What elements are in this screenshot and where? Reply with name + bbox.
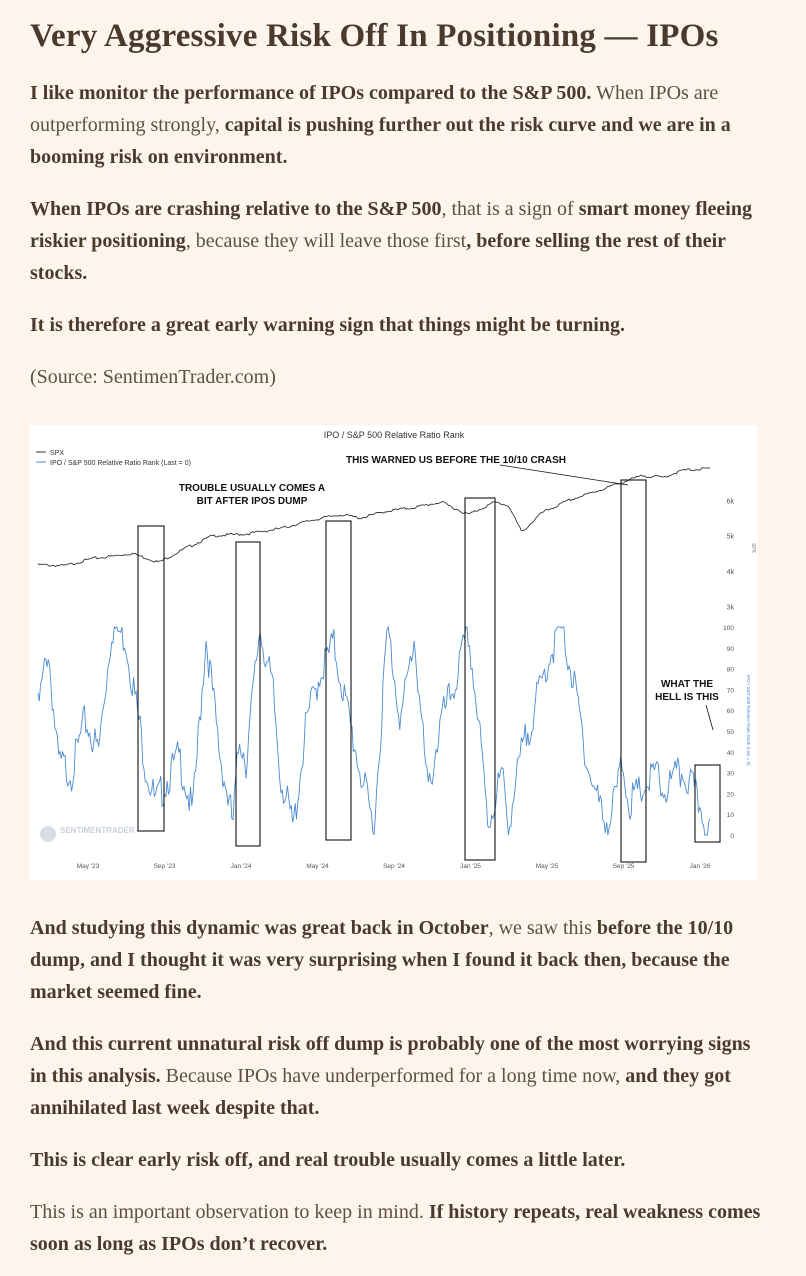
spx-tick-label: 4k bbox=[727, 569, 735, 576]
ipo-spx-chart: IPO / S&P 500 Relative Ratio Rank SPX IPO … bbox=[36, 430, 756, 870]
annotation-trouble-line-1: TROUBLE USUALLY COMES A bbox=[179, 483, 325, 494]
chart-figure: IPO / S&P 500 Relative Ratio Rank SPX IPO … bbox=[30, 425, 758, 880]
p3-bold-1: It is therefore a great early warning si… bbox=[30, 314, 625, 336]
p2-bold-2: smart money fleeing riskier positioning bbox=[30, 198, 752, 252]
rank-tick-label: 100 bbox=[723, 625, 734, 632]
x-tick-label: Sep '23 bbox=[154, 863, 176, 870]
x-tick-label: Jan '26 bbox=[690, 863, 711, 870]
paragraph-7: This is clear early risk off, and real t… bbox=[30, 1144, 770, 1176]
spx-tick-label: 6k bbox=[727, 498, 735, 505]
p2-bold-1: When IPOs are crashing relative to the S… bbox=[30, 198, 442, 220]
spx-line bbox=[37, 467, 711, 568]
highlight-box bbox=[137, 525, 165, 832]
rank-tick-label: 80 bbox=[727, 667, 735, 674]
rank-axis-label: IPO / S&P 500 Relative Ratio Rank (Last … bbox=[746, 675, 751, 766]
annotation-wth-line-2: HELL IS THIS bbox=[655, 692, 719, 703]
highlight-box bbox=[235, 541, 261, 847]
annotation-wth-line-1: WHAT THE bbox=[661, 679, 713, 690]
paragraph-2: When IPOs are crashing relative to the S… bbox=[30, 193, 770, 289]
rank-tick-label: 20 bbox=[727, 791, 735, 798]
p5-text-1: , we saw this bbox=[488, 917, 597, 939]
x-tick-label: May '23 bbox=[77, 863, 100, 870]
x-tick-label: Jan '25 bbox=[460, 863, 481, 870]
x-tick-label: Sep '24 bbox=[383, 863, 405, 870]
annotation-arrow bbox=[499, 464, 629, 486]
rank-tick-label: 50 bbox=[727, 729, 735, 736]
rank-tick-label: 0 bbox=[730, 833, 734, 840]
source-note: (Source: SentimenTrader.com) bbox=[30, 366, 276, 388]
rank-tick-label: 90 bbox=[727, 646, 735, 653]
highlight-box bbox=[694, 764, 721, 843]
ipo-rank-line bbox=[37, 625, 711, 836]
p7-bold-1: This is clear early risk off, and real t… bbox=[30, 1149, 626, 1171]
p1-bold-1: I like monitor the performance of IPOs c… bbox=[30, 82, 592, 104]
rank-tick-label: 30 bbox=[727, 771, 735, 778]
highlight-box bbox=[464, 497, 496, 861]
annotation-trouble-line-2: BIT AFTER IPOS DUMP bbox=[197, 496, 308, 507]
paragraph-6: And this current unnatural risk off dump… bbox=[30, 1028, 770, 1124]
spx-tick-label: 3k bbox=[727, 604, 735, 611]
p2-text-1: , that is a sign of bbox=[441, 198, 579, 220]
p8-bold-1: If history repeats, real weakness comes … bbox=[30, 1201, 761, 1255]
paragraph-8: This is an important observation to keep… bbox=[30, 1196, 770, 1260]
p2-bold-3: , before selling the rest of their stock… bbox=[30, 230, 726, 284]
x-tick-label: May '25 bbox=[536, 863, 559, 870]
highlight-box bbox=[620, 479, 647, 863]
spx-tick-label: 5k bbox=[727, 534, 735, 541]
p1-bold-2: capital is pushing further out the risk … bbox=[30, 114, 731, 168]
rank-tick-label: 40 bbox=[727, 750, 735, 757]
annotation-arrow-wth bbox=[705, 704, 714, 731]
legend-label-rank: IPO / S&P 500 Relative Ratio Rank (Last … bbox=[50, 460, 191, 467]
p8-text-1: This is an important observation to keep… bbox=[30, 1201, 429, 1223]
watermark-logo-icon bbox=[40, 826, 56, 842]
rank-tick-label: 70 bbox=[727, 687, 735, 694]
paragraph-1: I like monitor the performance of IPOs c… bbox=[30, 77, 770, 173]
watermark-text: SENTIMENTRADER bbox=[60, 826, 135, 835]
rank-tick-label: 10 bbox=[727, 812, 735, 819]
chart-title: IPO / S&P 500 Relative Ratio Rank bbox=[324, 430, 465, 440]
p6-bold-2: and they got annihilated last week despi… bbox=[30, 1065, 731, 1119]
p2-text-2: , because they will leave those first bbox=[185, 230, 467, 252]
p5-bold-1: And studying this dynamic was great back… bbox=[30, 917, 489, 939]
x-tick-label: May '24 bbox=[306, 863, 329, 870]
paragraph-5: And studying this dynamic was great back… bbox=[30, 912, 770, 1008]
paragraph-4: (Source: SentimenTrader.com) bbox=[30, 361, 770, 393]
highlight-box bbox=[325, 520, 352, 841]
annotation-crash-warning: THIS WARNED US BEFORE THE 10/10 CRASH bbox=[346, 455, 566, 466]
x-tick-label: Jan '24 bbox=[231, 863, 252, 870]
paragraph-3: It is therefore a great early warning si… bbox=[30, 309, 770, 341]
p6-text-1: Because IPOs have underperformed for a l… bbox=[160, 1065, 626, 1087]
x-tick-label: Sep '25 bbox=[613, 863, 635, 870]
rank-tick-label: 60 bbox=[727, 708, 735, 715]
article-title: Very Aggressive Risk Off In Positioning … bbox=[30, 18, 719, 54]
legend-label-spx: SPX bbox=[50, 450, 64, 457]
spx-axis-label: SPX bbox=[750, 543, 756, 554]
p6-bold-1: And this current unnatural risk off dump… bbox=[30, 1033, 751, 1087]
p5-bold-2: before the 10/10 dump, and I thought it … bbox=[30, 917, 734, 1003]
p1-text-1: When IPOs are outperforming strongly, bbox=[30, 82, 719, 136]
